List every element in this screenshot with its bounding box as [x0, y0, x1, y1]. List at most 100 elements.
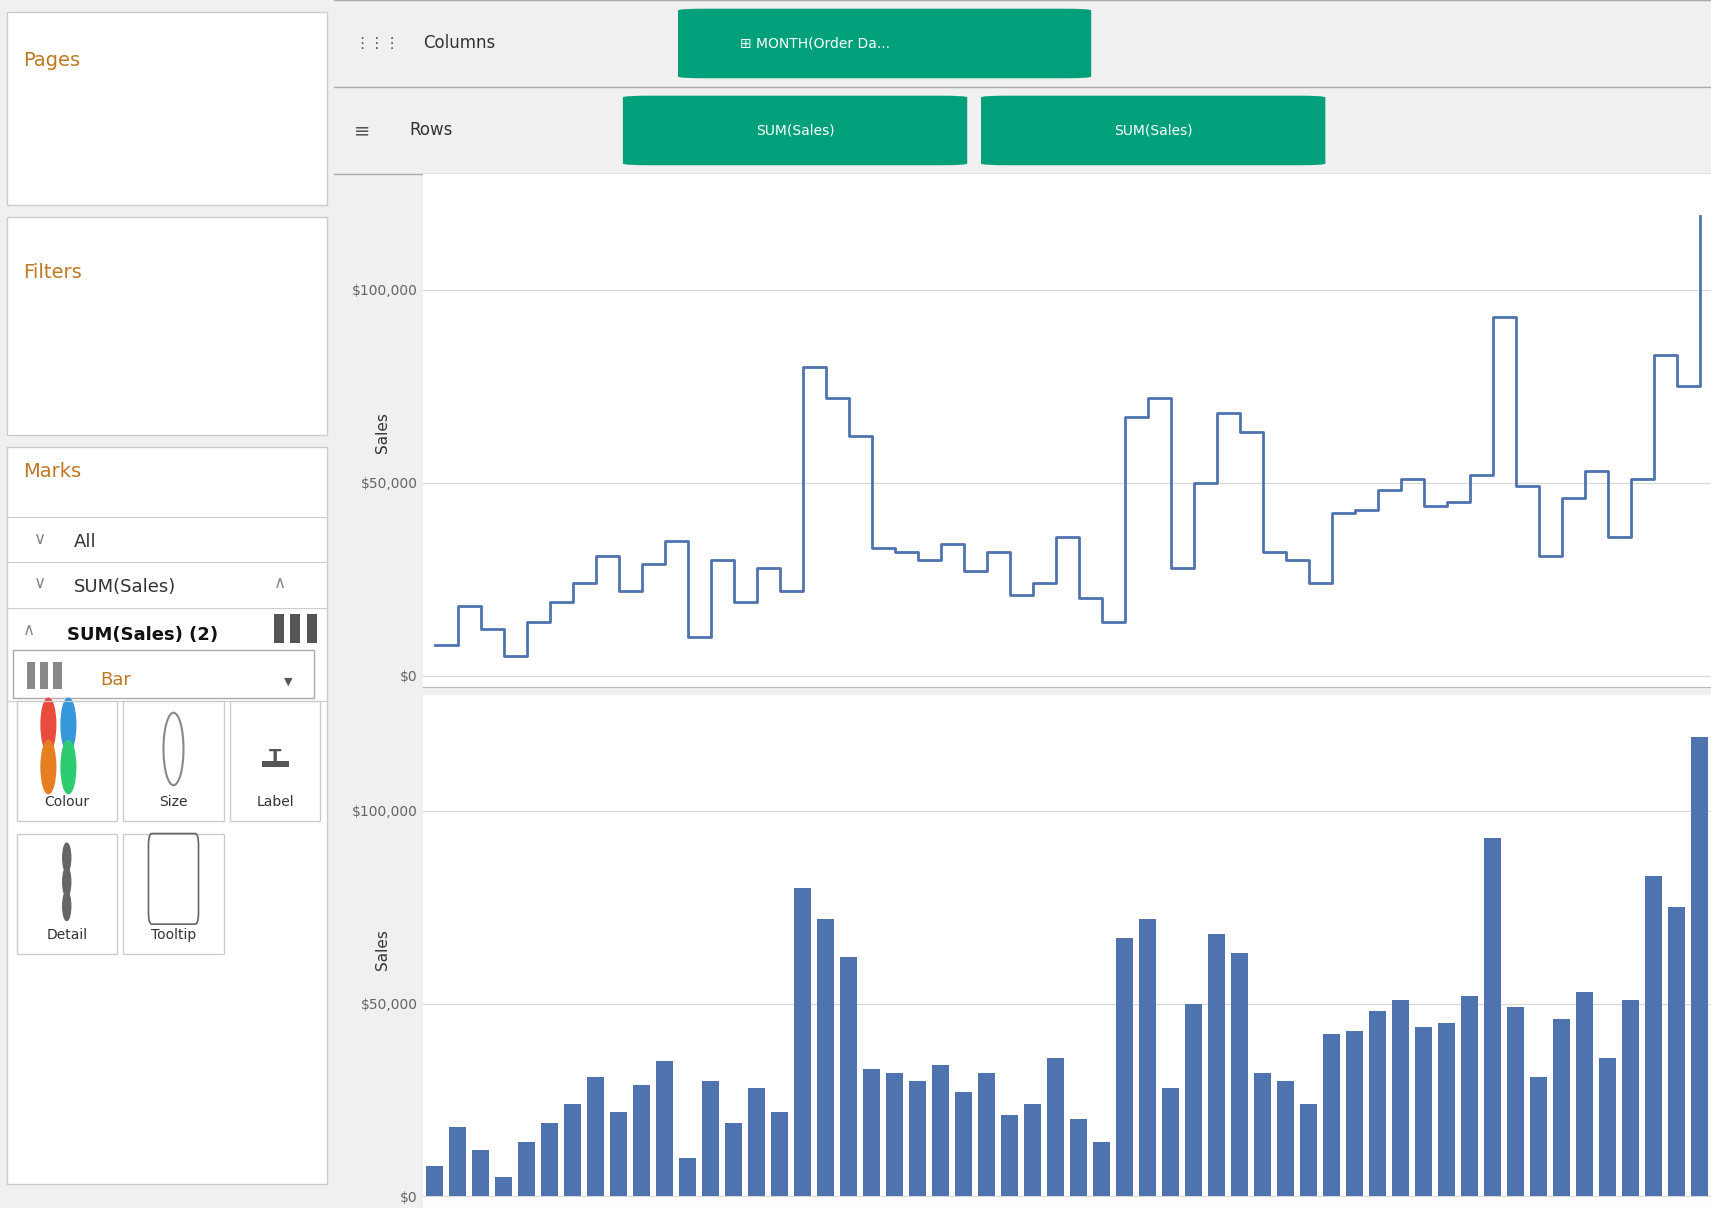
Bar: [426, 1166, 443, 1196]
Text: ∧: ∧: [274, 574, 286, 592]
Text: Bar: Bar: [99, 670, 132, 689]
Bar: [1116, 937, 1133, 1196]
Bar: [1622, 1000, 1639, 1196]
FancyBboxPatch shape: [53, 662, 62, 689]
Bar: [565, 1104, 582, 1196]
FancyBboxPatch shape: [7, 217, 327, 435]
Bar: [1644, 876, 1661, 1196]
Bar: [587, 1076, 604, 1196]
Text: ∨: ∨: [34, 529, 46, 547]
Bar: [1507, 1007, 1525, 1196]
Bar: [1598, 1057, 1617, 1196]
Bar: [1668, 907, 1685, 1196]
Bar: [725, 1123, 743, 1196]
Bar: [840, 957, 857, 1196]
Bar: [1254, 1073, 1271, 1196]
Bar: [932, 1065, 950, 1196]
Bar: [541, 1123, 558, 1196]
Bar: [472, 1150, 489, 1196]
FancyBboxPatch shape: [27, 662, 34, 689]
Text: Label: Label: [257, 795, 294, 809]
Bar: [1186, 1004, 1203, 1196]
Bar: [794, 888, 811, 1196]
Bar: [679, 1157, 696, 1196]
FancyBboxPatch shape: [262, 761, 289, 767]
FancyBboxPatch shape: [123, 701, 224, 821]
FancyBboxPatch shape: [231, 701, 320, 821]
Text: Filters: Filters: [24, 263, 82, 281]
FancyBboxPatch shape: [123, 834, 224, 954]
FancyBboxPatch shape: [980, 95, 1326, 165]
Text: Marks: Marks: [24, 463, 82, 481]
FancyBboxPatch shape: [7, 447, 327, 1184]
Text: T: T: [269, 749, 281, 766]
Bar: [955, 1092, 972, 1196]
Bar: [1530, 1076, 1547, 1196]
Bar: [1347, 1030, 1364, 1196]
Bar: [1001, 1115, 1018, 1196]
Text: Tooltip: Tooltip: [151, 928, 197, 942]
Text: Rows: Rows: [409, 122, 453, 139]
Text: Size: Size: [159, 795, 188, 809]
Bar: [1393, 1000, 1410, 1196]
Text: ⋮⋮⋮: ⋮⋮⋮: [354, 36, 400, 51]
Bar: [748, 1088, 765, 1196]
Bar: [518, 1143, 536, 1196]
Bar: [1162, 1088, 1179, 1196]
Bar: [1276, 1081, 1294, 1196]
Bar: [1069, 1120, 1086, 1196]
Bar: [702, 1081, 719, 1196]
Text: Columns: Columns: [423, 35, 496, 52]
Text: Pages: Pages: [24, 52, 80, 70]
FancyBboxPatch shape: [274, 614, 284, 643]
FancyBboxPatch shape: [678, 8, 1092, 79]
FancyBboxPatch shape: [291, 614, 301, 643]
FancyBboxPatch shape: [39, 662, 48, 689]
Bar: [1323, 1034, 1340, 1196]
Text: ≡: ≡: [354, 121, 371, 140]
Bar: [1208, 934, 1225, 1196]
FancyBboxPatch shape: [623, 95, 967, 165]
Circle shape: [63, 843, 70, 872]
Bar: [1369, 1011, 1386, 1196]
Bar: [1437, 1023, 1454, 1196]
Text: ⊞ MONTH(Order Da...: ⊞ MONTH(Order Da...: [739, 36, 890, 51]
Bar: [611, 1111, 628, 1196]
Text: Colour: Colour: [44, 795, 89, 809]
Bar: [1047, 1057, 1064, 1196]
Circle shape: [62, 741, 75, 794]
Text: ▼: ▼: [284, 676, 293, 687]
Bar: [1690, 737, 1708, 1196]
Bar: [979, 1073, 996, 1196]
Bar: [1023, 1104, 1042, 1196]
Bar: [772, 1111, 789, 1196]
FancyBboxPatch shape: [14, 650, 313, 698]
Circle shape: [41, 741, 56, 794]
Bar: [1554, 1018, 1571, 1196]
Bar: [1483, 837, 1501, 1196]
Bar: [448, 1127, 467, 1196]
Bar: [1230, 953, 1249, 1196]
Text: ∨: ∨: [34, 574, 46, 592]
Bar: [1300, 1104, 1317, 1196]
FancyBboxPatch shape: [17, 834, 116, 954]
Bar: [1093, 1143, 1110, 1196]
Bar: [816, 918, 835, 1196]
Circle shape: [62, 698, 75, 751]
Text: SUM(Sales) (2): SUM(Sales) (2): [67, 626, 217, 644]
Bar: [1140, 918, 1157, 1196]
Bar: [494, 1177, 512, 1196]
Bar: [886, 1073, 903, 1196]
Text: SUM(Sales): SUM(Sales): [756, 123, 835, 138]
Text: SUM(Sales): SUM(Sales): [74, 577, 176, 596]
FancyBboxPatch shape: [17, 701, 116, 821]
Bar: [862, 1069, 879, 1196]
FancyBboxPatch shape: [7, 12, 327, 205]
Text: Sales: Sales: [375, 412, 390, 453]
Bar: [655, 1062, 672, 1196]
Text: SUM(Sales): SUM(Sales): [1114, 123, 1193, 138]
Bar: [1415, 1027, 1432, 1196]
Text: Detail: Detail: [46, 928, 87, 942]
Bar: [1576, 992, 1593, 1196]
Bar: [633, 1085, 650, 1196]
